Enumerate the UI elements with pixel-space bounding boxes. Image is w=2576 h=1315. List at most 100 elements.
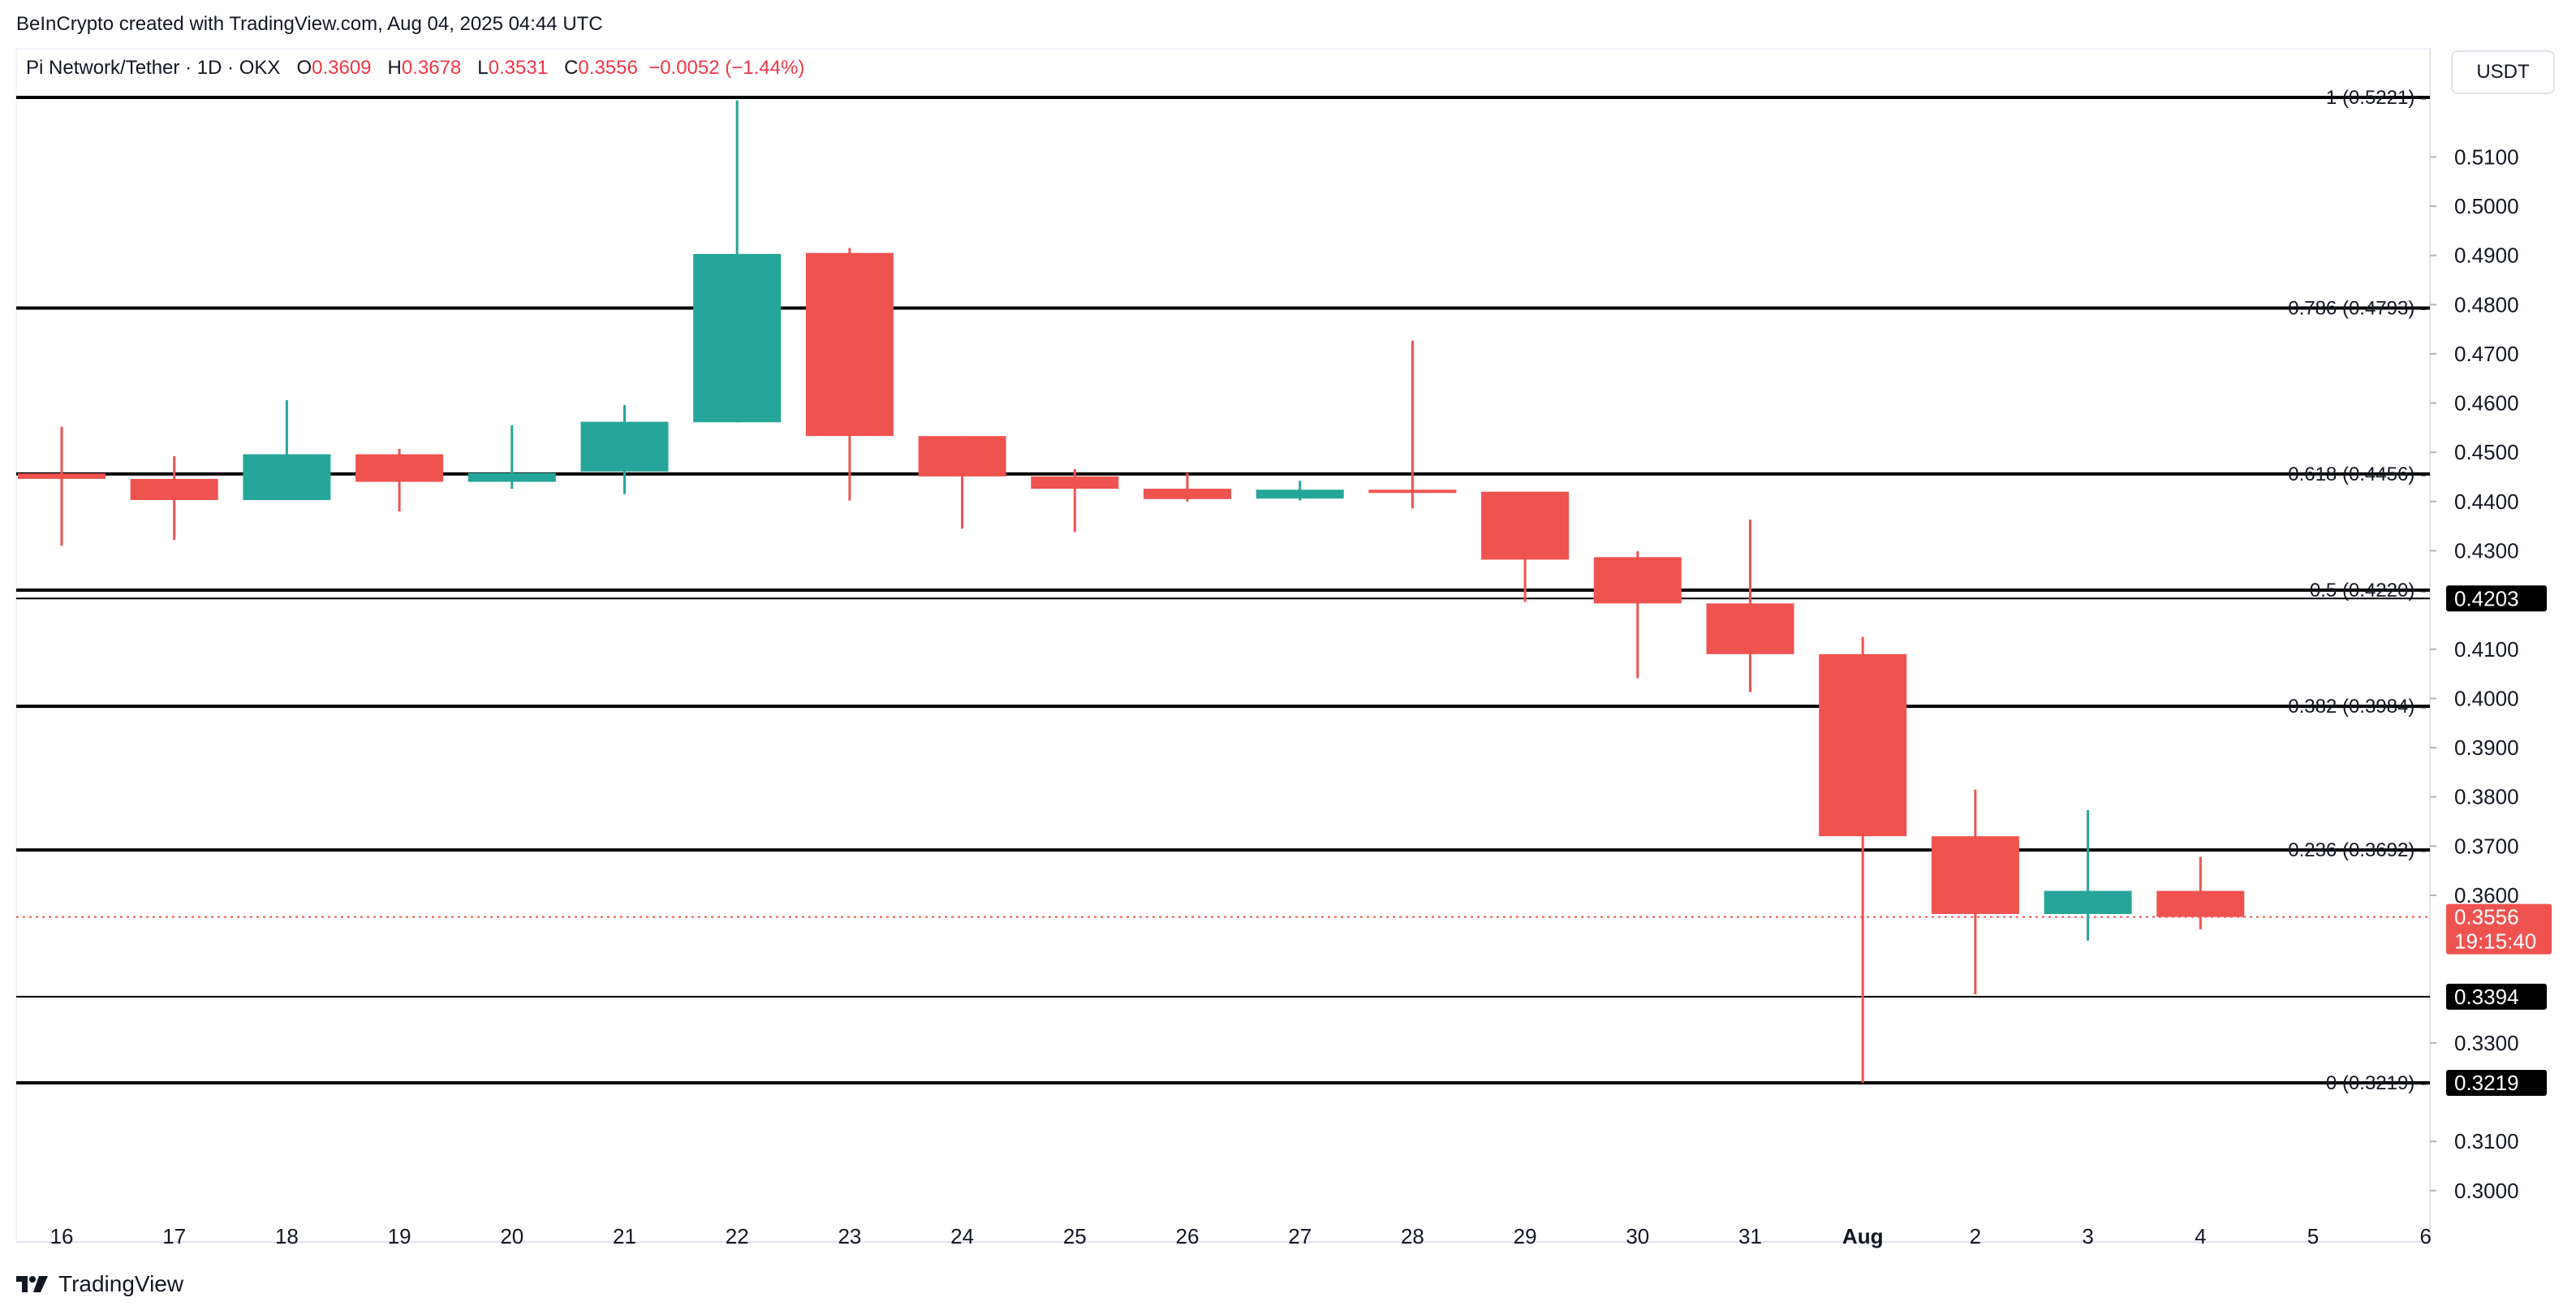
candle-body (1481, 491, 1570, 560)
price-tick-label: 0.3800 (2454, 785, 2519, 809)
fibonacci-levels: 1 (0.5221) - 0.786 (0.4793) - 0.618 (0.445… (15, 48, 2431, 1243)
candle (693, 100, 782, 423)
fib-level-label: 1 (0.5221) - (2326, 87, 2427, 109)
candle-body (918, 436, 1006, 476)
fib-level-label: 0.382 (0.3984) - (2288, 696, 2427, 718)
candle (18, 426, 106, 546)
high-value: 0.3678 (401, 57, 462, 79)
open-label: O (296, 57, 312, 79)
time-tick-label: 29 (1514, 1224, 1537, 1248)
change-value: −0.0052 (−1.44%) (648, 57, 805, 79)
candle (2156, 856, 2245, 929)
symbol-legend: Pi Network/Tether · 1D · OKX O0.3609 H0.… (26, 57, 804, 80)
time-tick-label: 2 (1970, 1224, 1981, 1248)
open-value: 0.3609 (312, 57, 372, 79)
currency-selector[interactable]: USDT (2451, 50, 2555, 94)
price-tag-label: 0.4203 (2454, 586, 2519, 610)
candle (1593, 551, 1682, 679)
high-label: H (387, 57, 402, 79)
candle-body (1593, 557, 1682, 604)
candle (1931, 789, 2019, 994)
price-tick-label: 0.4800 (2454, 292, 2519, 317)
fib-level-label: 0.618 (0.4456) - (2288, 463, 2427, 485)
price-tick-label: 0.3600 (2454, 883, 2519, 908)
countdown-label: 19:15:40 (2454, 929, 2536, 954)
candle (1706, 520, 1794, 692)
candle (1819, 636, 1907, 1083)
time-tick-label: 19 (388, 1224, 411, 1248)
time-axis: 16 17 18 19 20 21 22 23 24 25 26 27 28 29 30 31 Aug 2 3 4 5 6 (16, 1224, 2432, 1248)
price-tick-label: 0.4000 (2454, 686, 2519, 710)
candle (1031, 468, 1119, 532)
price-tick-label: 0.3000 (2454, 1179, 2519, 1203)
price-tag-box (2446, 585, 2547, 612)
time-tick-label: 27 (1288, 1224, 1312, 1248)
time-tick-label: 22 (726, 1224, 749, 1248)
current-price-label: 0.3556 (2454, 905, 2519, 929)
fib-level-label: 0 (0.3219) - (2326, 1072, 2427, 1094)
price-tick-label: 0.4100 (2454, 637, 2519, 662)
credit-line: BeInCrypto created with TradingView.com,… (16, 13, 603, 35)
candle (1144, 472, 1231, 502)
candle-body (693, 253, 782, 423)
time-tick-label: 17 (162, 1224, 186, 1248)
time-tick-label: 24 (950, 1224, 974, 1248)
price-axis: 0.5100 0.5000 0.4900 0.4800 0.4700 0.4600 0.45… (2430, 144, 2519, 1203)
candle-body (2044, 890, 2132, 915)
time-tick-label: 26 (1176, 1224, 1200, 1248)
candle-body (1144, 489, 1231, 499)
candle-body (467, 472, 556, 482)
price-tick-label: 0.5100 (2454, 144, 2519, 169)
price-tag-box (2446, 983, 2547, 1010)
candle (580, 404, 669, 494)
candle-body (1819, 653, 1907, 837)
time-tick-label: 4 (2195, 1224, 2206, 1248)
price-tick-label: 0.5000 (2454, 194, 2519, 218)
time-tick-label: 20 (500, 1224, 523, 1248)
time-tick-label: 21 (613, 1224, 636, 1248)
time-tick-label: 16 (50, 1224, 74, 1248)
candle-body (2156, 890, 2245, 917)
time-tick-label: 3 (2082, 1224, 2093, 1248)
time-tick-label: 28 (1401, 1224, 1424, 1248)
candle (918, 436, 1006, 529)
price-tick-label: 0.4600 (2454, 391, 2519, 416)
price-tick-label: 0.4700 (2454, 342, 2519, 366)
candle (805, 248, 894, 501)
close-label: C (564, 57, 579, 79)
current-price-tag-box (2446, 903, 2552, 955)
time-tick-label: 25 (1063, 1224, 1087, 1248)
candle (467, 425, 556, 489)
candle (1256, 481, 1344, 501)
brand-name: TradingView (58, 1271, 184, 1296)
fib-level-label: 0.786 (0.4793) - (2288, 298, 2427, 320)
price-tick-label: 0.3700 (2454, 834, 2519, 858)
price-tick-label: 0.4400 (2454, 489, 2519, 514)
candle-body (580, 421, 669, 472)
candle (2044, 810, 2132, 941)
candle-body (805, 252, 894, 437)
price-tick-label: 0.4300 (2454, 538, 2519, 563)
price-tag-label: 0.3394 (2454, 985, 2519, 1009)
symbol-name: Pi Network/Tether · 1D · OKX (26, 57, 281, 79)
price-tick-label: 0.3900 (2454, 735, 2519, 760)
candle (243, 399, 331, 501)
candle-body (1706, 603, 1794, 654)
candle (1481, 491, 1570, 602)
price-tick-label: 0.3100 (2454, 1129, 2519, 1153)
close-value: 0.3556 (578, 57, 638, 79)
time-tick-label: 6 (2419, 1224, 2431, 1248)
time-tick-label: 31 (1738, 1224, 1762, 1248)
candles (18, 100, 2245, 1083)
candle-body (130, 478, 218, 501)
tradingview-brand[interactable]: TradingView (15, 1271, 183, 1297)
price-tag-label: 0.3219 (2454, 1071, 2519, 1095)
candle-body (1031, 476, 1119, 489)
candle-body (1931, 836, 2019, 915)
price-tick-label: 0.4500 (2454, 440, 2519, 464)
price-tick-label: 0.4900 (2454, 244, 2519, 268)
time-tick-label: 18 (275, 1224, 299, 1248)
time-tick-label: 23 (838, 1224, 861, 1248)
